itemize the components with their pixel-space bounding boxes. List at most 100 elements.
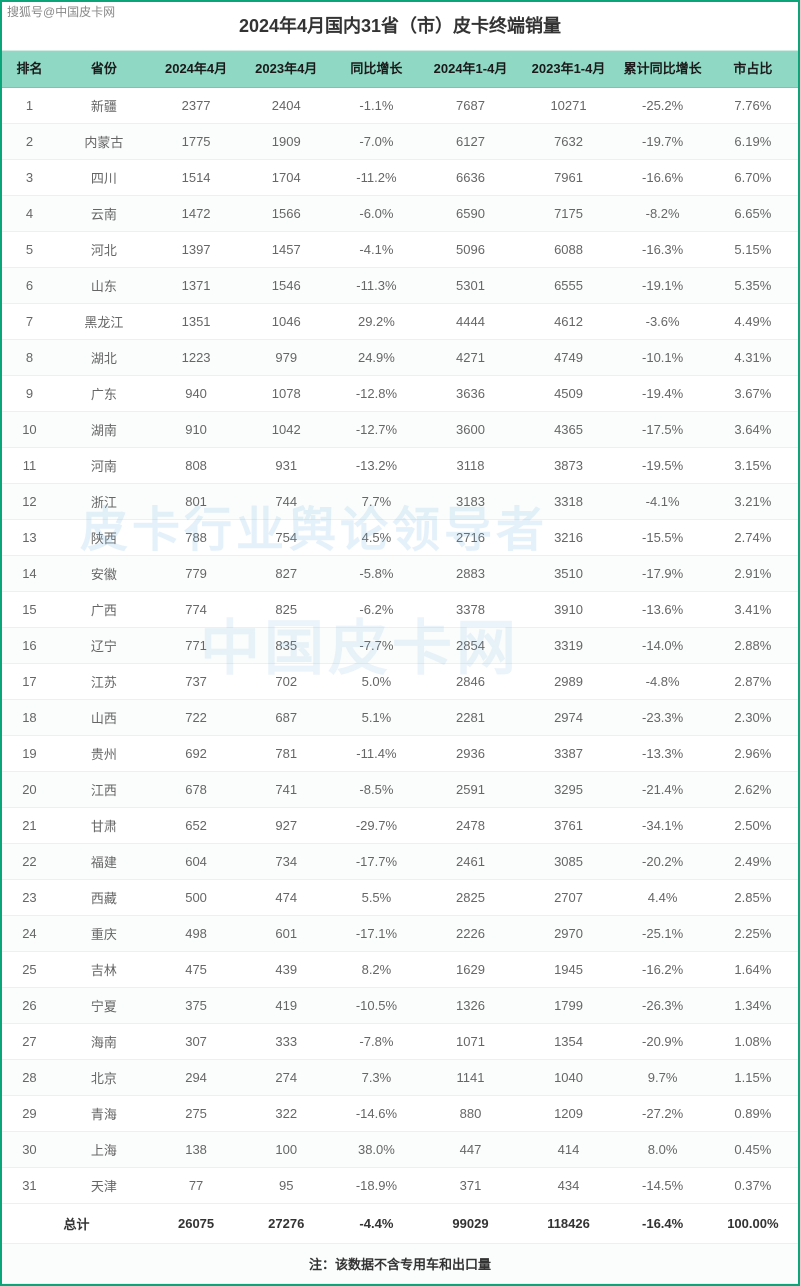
table-cell: 安徽 [57, 556, 151, 592]
table-cell: 4.4% [618, 880, 708, 916]
table-cell: 陕西 [57, 520, 151, 556]
table-cell: -5.8% [331, 556, 421, 592]
table-cell: 0.45% [708, 1132, 798, 1168]
table-row: 9广东9401078-12.8%36364509-19.4%3.67% [2, 376, 798, 412]
table-cell: -23.3% [618, 700, 708, 736]
table-cell: 2.91% [708, 556, 798, 592]
table-cell: 2.62% [708, 772, 798, 808]
table-cell: 375 [151, 988, 241, 1024]
total-cell: 26075 [151, 1204, 241, 1244]
table-cell: 880 [422, 1096, 520, 1132]
table-cell: 2846 [422, 664, 520, 700]
table-cell: 7632 [520, 124, 618, 160]
table-cell: 9 [2, 376, 57, 412]
table-cell: 青海 [57, 1096, 151, 1132]
total-cell: 27276 [241, 1204, 331, 1244]
table-row: 24重庆498601-17.1%22262970-25.1%2.25% [2, 916, 798, 952]
table-cell: -26.3% [618, 988, 708, 1024]
table-cell: 95 [241, 1168, 331, 1204]
table-cell: 宁夏 [57, 988, 151, 1024]
table-row: 7黑龙江1351104629.2%44444612-3.6%4.49% [2, 304, 798, 340]
table-cell: 3.67% [708, 376, 798, 412]
table-cell: -7.7% [331, 628, 421, 664]
table-row: 14安徽779827-5.8%28833510-17.9%2.91% [2, 556, 798, 592]
table-cell: 1040 [520, 1060, 618, 1096]
table-row: 28北京2942747.3%114110409.7%1.15% [2, 1060, 798, 1096]
table-cell: 3.64% [708, 412, 798, 448]
table-cell: -17.1% [331, 916, 421, 952]
table-cell: 1.64% [708, 952, 798, 988]
table-cell: 0.37% [708, 1168, 798, 1204]
table-cell: 2707 [520, 880, 618, 916]
table-cell: 1042 [241, 412, 331, 448]
table-cell: 3387 [520, 736, 618, 772]
table-cell: -13.2% [331, 448, 421, 484]
table-row: 6山东13711546-11.3%53016555-19.1%5.35% [2, 268, 798, 304]
table-cell: -21.4% [618, 772, 708, 808]
table-cell: 434 [520, 1168, 618, 1204]
table-cell: 4 [2, 196, 57, 232]
table-cell: 7.76% [708, 88, 798, 124]
table-cell: -1.1% [331, 88, 421, 124]
table-cell: 2.50% [708, 808, 798, 844]
table-cell: 23 [2, 880, 57, 916]
table-cell: 30 [2, 1132, 57, 1168]
table-row: 3四川15141704-11.2%66367961-16.6%6.70% [2, 160, 798, 196]
table-cell: 4271 [422, 340, 520, 376]
table-cell: 2461 [422, 844, 520, 880]
source-tag: 搜狐号@中国皮卡网 [4, 2, 118, 21]
table-cell: -11.3% [331, 268, 421, 304]
table-cell: 601 [241, 916, 331, 952]
table-cell: 7 [2, 304, 57, 340]
table-cell: -16.2% [618, 952, 708, 988]
table-cell: 浙江 [57, 484, 151, 520]
sales-table: 排名省份2024年4月2023年4月同比增长2024年1-4月2023年1-4月… [2, 51, 798, 1284]
table-cell: 825 [241, 592, 331, 628]
table-cell: 17 [2, 664, 57, 700]
table-cell: 1 [2, 88, 57, 124]
column-header: 累计同比增长 [618, 51, 708, 88]
table-row: 23西藏5004745.5%282527074.4%2.85% [2, 880, 798, 916]
table-cell: -12.8% [331, 376, 421, 412]
table-cell: 21 [2, 808, 57, 844]
table-cell: 江苏 [57, 664, 151, 700]
table-cell: 604 [151, 844, 241, 880]
table-cell: -34.1% [618, 808, 708, 844]
table-cell: 687 [241, 700, 331, 736]
table-cell: 439 [241, 952, 331, 988]
table-cell: 1326 [422, 988, 520, 1024]
table-cell: 5 [2, 232, 57, 268]
table-row: 4云南14721566-6.0%65907175-8.2%6.65% [2, 196, 798, 232]
total-cell: 118426 [520, 1204, 618, 1244]
table-cell: -8.5% [331, 772, 421, 808]
column-header: 2023年4月 [241, 51, 331, 88]
table-cell: 1909 [241, 124, 331, 160]
table-cell: 2.96% [708, 736, 798, 772]
table-note: 注：该数据不含专用车和出口量 [2, 1244, 798, 1284]
table-row: 15广西774825-6.2%33783910-13.6%3.41% [2, 592, 798, 628]
table-cell: 13 [2, 520, 57, 556]
table-cell: 26 [2, 988, 57, 1024]
table-row: 13陕西7887544.5%27163216-15.5%2.74% [2, 520, 798, 556]
table-cell: 4.49% [708, 304, 798, 340]
table-cell: 2404 [241, 88, 331, 124]
table-cell: 744 [241, 484, 331, 520]
table-cell: 3.21% [708, 484, 798, 520]
total-label: 总计 [2, 1204, 151, 1244]
table-cell: 927 [241, 808, 331, 844]
table-cell: 新疆 [57, 88, 151, 124]
table-cell: 10 [2, 412, 57, 448]
table-cell: 1141 [422, 1060, 520, 1096]
table-cell: 2716 [422, 520, 520, 556]
table-cell: 2.49% [708, 844, 798, 880]
table-cell: -29.7% [331, 808, 421, 844]
table-cell: 河北 [57, 232, 151, 268]
table-row: 16辽宁771835-7.7%28543319-14.0%2.88% [2, 628, 798, 664]
table-cell: 3600 [422, 412, 520, 448]
table-cell: 419 [241, 988, 331, 1024]
table-cell: 2854 [422, 628, 520, 664]
table-cell: 西藏 [57, 880, 151, 916]
table-cell: 1566 [241, 196, 331, 232]
table-cell: 3216 [520, 520, 618, 556]
table-cell: 2 [2, 124, 57, 160]
